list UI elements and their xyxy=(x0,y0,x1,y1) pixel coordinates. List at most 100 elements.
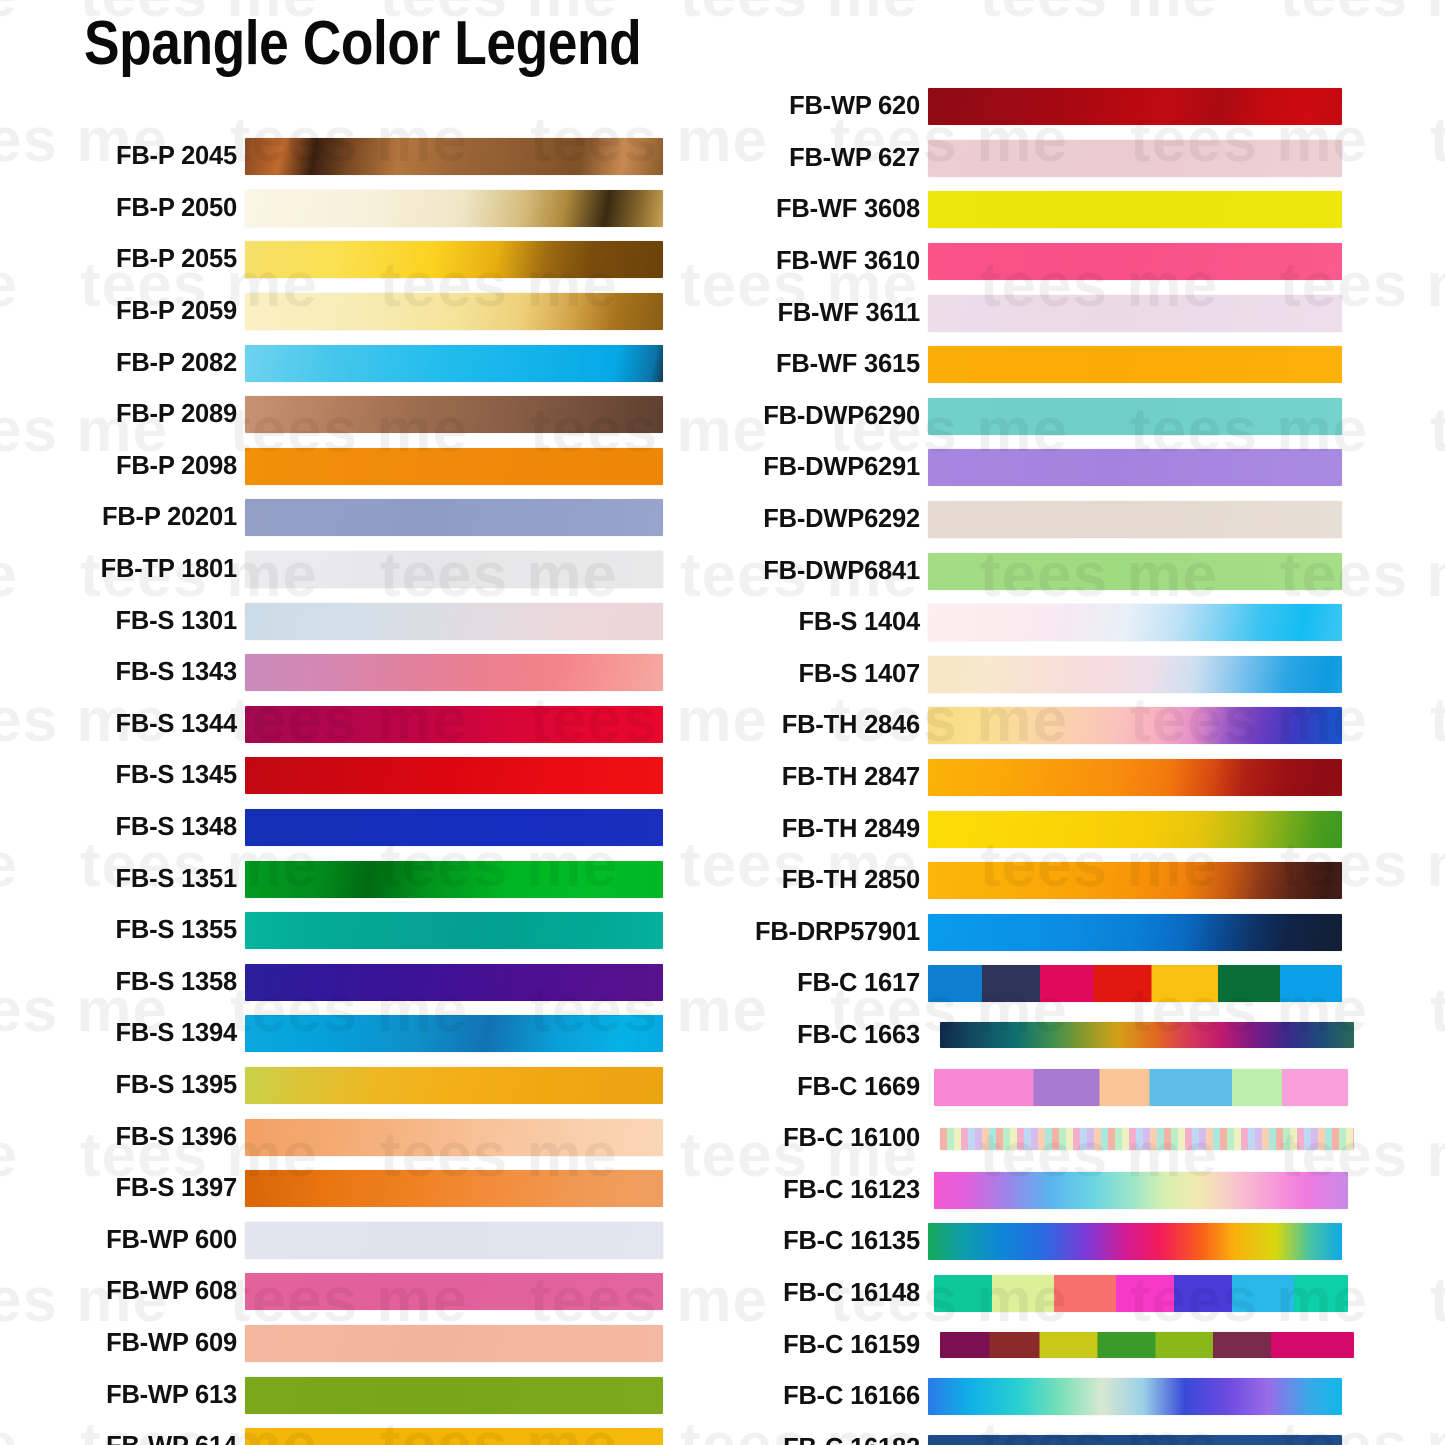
legend-row: FB-WP 608 xyxy=(0,1266,680,1318)
color-swatch xyxy=(940,1332,1354,1359)
color-swatch xyxy=(934,1171,1348,1209)
color-code-label: FB-DWP6291 xyxy=(763,453,920,482)
color-code-label: FB-WP 620 xyxy=(789,92,920,121)
color-code-label: FB-S 1394 xyxy=(115,1019,237,1048)
color-code-label: FB-TP 1801 xyxy=(100,555,238,584)
color-swatch xyxy=(928,88,1342,126)
legend-row: FB-P 20201 xyxy=(0,492,680,544)
color-code-label: FB-DRP57901 xyxy=(754,917,920,946)
legend-row: FB-P 2059 xyxy=(0,286,680,338)
legend-row: FB-S 1358 xyxy=(0,957,680,1009)
color-swatch xyxy=(245,138,663,176)
color-swatch xyxy=(245,447,663,485)
color-swatch xyxy=(928,965,1342,1003)
legend-row: FB-WP 609 xyxy=(0,1318,680,1370)
color-code-label: FB-C 16148 xyxy=(783,1278,920,1307)
color-swatch xyxy=(928,552,1342,590)
legend-row: FB-TH 2846 xyxy=(700,700,1445,752)
color-swatch xyxy=(928,294,1342,332)
watermark-text: tees me xyxy=(0,0,18,31)
legend-row: FB-C 16123 xyxy=(700,1164,1445,1216)
color-code-label: FB-S 1351 xyxy=(115,864,237,893)
color-code-label: FB-WF 3615 xyxy=(776,350,920,379)
color-code-label: FB-S 1395 xyxy=(115,1070,237,1099)
color-swatch xyxy=(928,1435,1342,1445)
color-swatch xyxy=(928,707,1342,745)
legend-row: FB-TH 2847 xyxy=(700,752,1445,804)
color-swatch xyxy=(245,963,663,1001)
color-code-label: FB-S 1355 xyxy=(115,916,237,945)
color-code-label: FB-DWP6290 xyxy=(763,401,920,430)
legend-row: FB-C 16166 xyxy=(700,1371,1445,1423)
legend-row: FB-WF 3611 xyxy=(700,287,1445,339)
color-code-label: FB-P 20201 xyxy=(101,503,237,532)
color-code-label: FB-P 2098 xyxy=(115,451,237,480)
legend-row: FB-S 1355 xyxy=(0,905,680,957)
color-swatch xyxy=(245,860,663,898)
color-swatch xyxy=(245,912,663,950)
color-swatch xyxy=(940,1022,1354,1049)
color-swatch xyxy=(245,1324,663,1362)
color-swatch xyxy=(245,189,663,227)
legend-row: FB-S 1344 xyxy=(0,699,680,751)
color-swatch xyxy=(928,1223,1342,1261)
legend-row: FB-WF 3608 xyxy=(700,184,1445,236)
legend-row: FB-TH 2849 xyxy=(700,803,1445,855)
legend-row: FB-S 1348 xyxy=(0,802,680,854)
color-swatch xyxy=(928,604,1342,642)
legend-row: FB-TH 2850 xyxy=(700,855,1445,907)
color-code-label: FB-WP 627 xyxy=(789,143,920,172)
color-code-label: FB-C 16159 xyxy=(783,1330,920,1359)
color-swatch xyxy=(928,655,1342,693)
legend-row: FB-WP 613 xyxy=(0,1369,680,1421)
color-code-label: FB-WP 600 xyxy=(106,1225,237,1254)
legend-row: FB-S 1345 xyxy=(0,750,680,802)
color-swatch xyxy=(245,602,663,640)
legend-row: FB-TP 1801 xyxy=(0,544,680,596)
color-code-label: FB-C 16166 xyxy=(783,1382,920,1411)
legend-row: FB-DWP6290 xyxy=(700,391,1445,443)
color-code-label: FB-S 1396 xyxy=(115,1122,237,1151)
legend-row: FB-WP 627 xyxy=(700,133,1445,185)
color-code-label: FB-S 1397 xyxy=(115,1174,237,1203)
color-code-label: FB-WP 608 xyxy=(106,1277,237,1306)
color-code-label: FB-S 1343 xyxy=(115,658,237,687)
color-swatch xyxy=(245,241,663,279)
legend-row: FB-WP 620 xyxy=(700,81,1445,133)
legend-row: FB-DWP6292 xyxy=(700,494,1445,546)
legend-row: FB-P 2055 xyxy=(0,234,680,286)
color-code-label: FB-C 1669 xyxy=(797,1072,920,1101)
legend-row: FB-C 1663 xyxy=(700,1010,1445,1062)
color-swatch xyxy=(245,396,663,434)
color-swatch xyxy=(928,759,1342,797)
color-code-label: FB-C 1617 xyxy=(797,969,920,998)
color-code-label: FB-S 1345 xyxy=(115,761,237,790)
legend-row: FB-S 1343 xyxy=(0,647,680,699)
legend-row: FB-WP 614 xyxy=(0,1421,680,1445)
legend-row: FB-C 16148 xyxy=(700,1268,1445,1320)
legend-row: FB-S 1397 xyxy=(0,1163,680,1215)
legend-row: FB-S 1395 xyxy=(0,1060,680,1112)
color-swatch xyxy=(928,191,1342,229)
legend-row: FB-P 2045 xyxy=(0,131,680,183)
color-swatch xyxy=(928,346,1342,384)
legend-column-left: FB-P 2045 FB-P 2050 FB-P 2055 FB-P 2059 FB-P… xyxy=(0,131,680,1445)
color-swatch xyxy=(928,501,1342,539)
color-swatch xyxy=(928,449,1342,487)
legend-row: FB-P 2089 xyxy=(0,389,680,441)
color-code-label: FB-TH 2849 xyxy=(781,814,920,843)
color-swatch xyxy=(245,1428,663,1445)
legend-row: FB-C 16135 xyxy=(700,1216,1445,1268)
color-swatch xyxy=(928,397,1342,435)
color-code-label: FB-P 2055 xyxy=(115,245,237,274)
legend-row: FB-DWP6291 xyxy=(700,442,1445,494)
color-swatch xyxy=(245,654,663,692)
legend-row: FB-S 1404 xyxy=(700,597,1445,649)
color-code-label: FB-S 1407 xyxy=(798,659,920,688)
color-code-label: FB-TH 2846 xyxy=(781,711,920,740)
legend-row: FB-P 2082 xyxy=(0,337,680,389)
color-code-label: FB-C 16182 xyxy=(700,1434,928,1445)
color-swatch xyxy=(245,809,663,847)
legend-row: FB-C 1617 xyxy=(700,958,1445,1010)
